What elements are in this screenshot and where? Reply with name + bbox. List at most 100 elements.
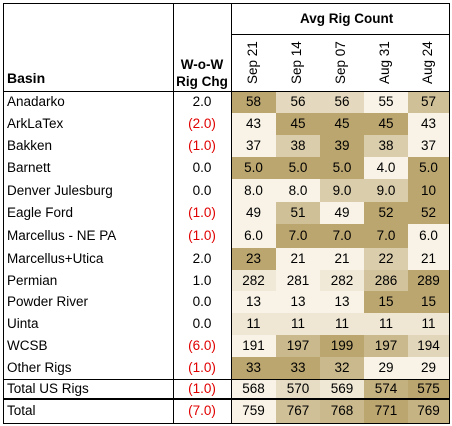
heat-cell	[408, 179, 449, 202]
week-header: Aug 24	[419, 41, 435, 84]
rig-count-value: 49	[245, 205, 262, 220]
rig-count-value: 8.0	[244, 183, 263, 198]
grid-line	[3, 379, 450, 380]
heat-cell	[364, 135, 408, 157]
basin-name: Denver Julesburg	[7, 183, 113, 198]
basin-name: Eagle Ford	[7, 205, 74, 220]
rig-count-value: 281	[286, 273, 310, 288]
heat-cell	[231, 135, 276, 157]
rig-count-value: 38	[290, 138, 306, 153]
rig-count-value: 6.0	[419, 228, 438, 243]
heat-cell	[364, 270, 408, 291]
week-change: 2.0	[192, 251, 212, 266]
week-change: 0.0	[192, 316, 212, 331]
rig-count-value: 11	[378, 316, 393, 331]
basin-name: ArkLaTex	[7, 116, 64, 131]
rig-count-value: 4.0	[376, 160, 396, 175]
rig-count-value: 5.0	[332, 160, 352, 175]
heat-cell	[231, 313, 276, 335]
rig-count-value: 569	[330, 381, 354, 396]
week-change: 0.0	[192, 183, 212, 198]
rig-count-value: 7.0	[376, 228, 396, 243]
heat-cell	[276, 313, 320, 335]
heat-cell	[408, 357, 449, 379]
rig-count-value: 5.0	[288, 160, 308, 175]
heat-cell	[320, 91, 364, 113]
grid-line	[449, 3, 450, 424]
basin-name: Anadarko	[7, 94, 65, 109]
rig-count-value: 15	[420, 294, 437, 309]
heat-cell	[320, 179, 364, 202]
rig-count-value: 45	[290, 116, 306, 131]
title: Avg Rig Count	[300, 11, 394, 26]
week-change: 0.0	[192, 160, 212, 175]
basin-name: Other Rigs	[7, 360, 72, 375]
rig-count-value: 37	[245, 138, 262, 153]
heat-cell	[408, 157, 449, 179]
rig-count-value: 45	[378, 116, 394, 131]
heat-cell	[408, 224, 449, 248]
rig-count-value: 11	[421, 316, 436, 331]
rig-count-value: 769	[417, 403, 440, 418]
rig-count-value: 51	[290, 205, 306, 220]
heat-cell	[231, 379, 276, 399]
heat-cell	[408, 399, 449, 423]
grid-line	[3, 398, 450, 400]
grid-line	[3, 3, 4, 424]
basin-name: Total	[7, 403, 36, 418]
week-header: Sep 07	[333, 41, 348, 84]
week-change: 0.0	[192, 294, 212, 309]
heat-cell	[408, 291, 449, 313]
rig-count-value: 21	[334, 251, 350, 266]
heat-cell	[276, 270, 320, 291]
week-change: (1.0)	[188, 205, 216, 220]
basin-name: Barnett	[7, 160, 51, 175]
heat-cell	[231, 157, 276, 179]
heat-cell	[231, 335, 276, 357]
heat-cell	[408, 135, 449, 157]
change-header-line: Rig Chg	[176, 74, 228, 89]
heat-cell	[231, 113, 276, 135]
heat-cell	[320, 157, 364, 179]
rig-count-value: 8.0	[288, 183, 308, 198]
heat-cell	[276, 379, 320, 399]
heat-cell	[231, 224, 276, 248]
heat-cell	[276, 157, 320, 179]
week-change: (1.0)	[188, 381, 216, 396]
week-header: Aug 31	[377, 41, 392, 84]
heat-cell	[276, 291, 320, 313]
rig-count-value: 767	[286, 403, 310, 418]
rig-count-value: 768	[330, 403, 354, 418]
rig-count-value: 23	[245, 251, 262, 266]
heat-cell	[364, 202, 408, 224]
rig-count-value: 9.0	[376, 183, 396, 198]
heat-cell	[231, 91, 276, 113]
rig-count-value: 49	[334, 205, 350, 220]
heat-cell	[364, 291, 408, 313]
heat-cell	[231, 179, 276, 202]
basin-name: Marcellus+Utica	[7, 251, 104, 266]
rig-count-value: 194	[417, 338, 440, 353]
heat-cell	[276, 335, 320, 357]
rig-count-value: 574	[374, 381, 398, 396]
heat-cell	[364, 248, 408, 270]
heat-cell	[320, 379, 364, 399]
week-change: (6.0)	[188, 338, 216, 353]
rig-count-value: 32	[334, 360, 350, 375]
rig-count-value: 13	[290, 294, 306, 309]
rig-count-value: 43	[245, 116, 262, 131]
basin-name: Total US Rigs	[7, 381, 89, 396]
heat-cell	[320, 291, 364, 313]
basin-name: Permian	[7, 273, 58, 288]
heat-cell	[408, 313, 449, 335]
heat-cell	[408, 270, 449, 291]
heat-cell	[320, 135, 364, 157]
heat-cell	[320, 313, 364, 335]
heat-cell	[320, 113, 364, 135]
rig-count-value: 289	[417, 273, 440, 288]
rig-count-value: 199	[330, 338, 354, 353]
basin-name: Uinta	[7, 316, 39, 331]
week-change: (2.0)	[188, 116, 216, 131]
rig-count-value: 5.0	[244, 160, 263, 175]
heat-cell	[364, 179, 408, 202]
